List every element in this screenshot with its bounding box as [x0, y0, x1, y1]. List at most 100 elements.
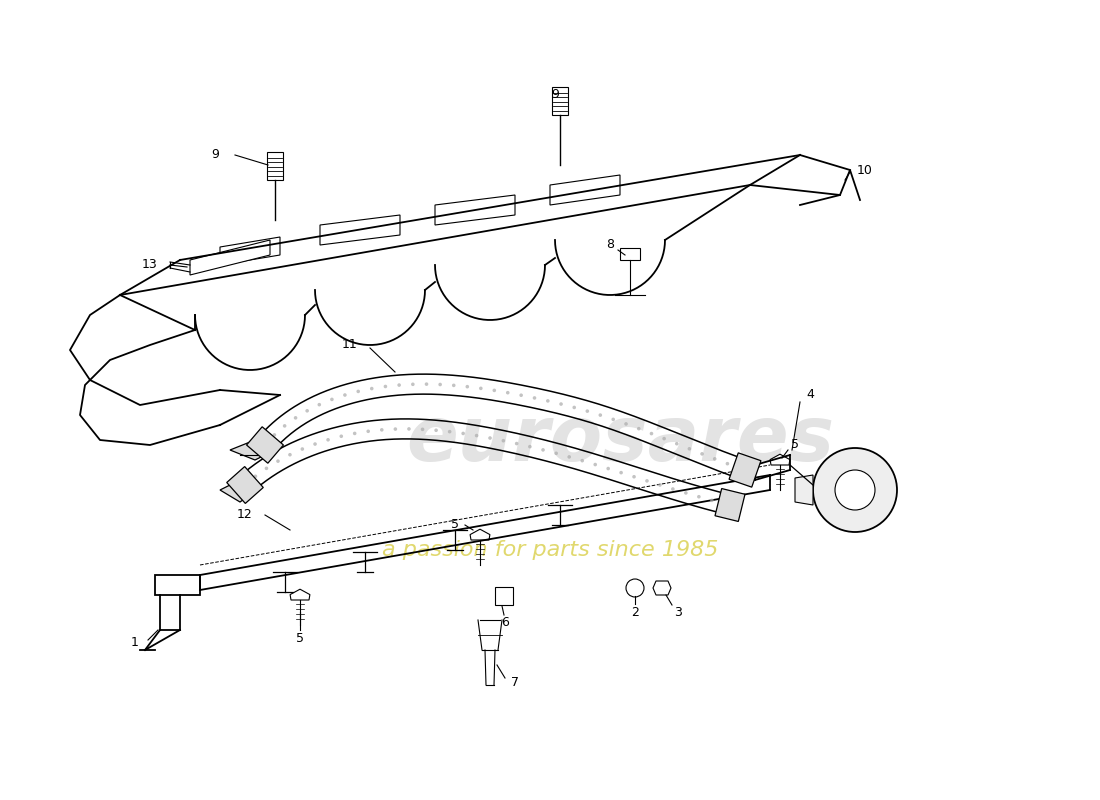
- Polygon shape: [190, 240, 270, 275]
- Text: 5: 5: [451, 518, 459, 531]
- Polygon shape: [227, 466, 263, 503]
- Text: 11: 11: [342, 338, 358, 351]
- Circle shape: [434, 429, 438, 432]
- Circle shape: [438, 382, 442, 386]
- Circle shape: [813, 448, 896, 532]
- Circle shape: [300, 447, 304, 451]
- Polygon shape: [220, 480, 250, 502]
- Circle shape: [559, 402, 563, 406]
- Text: 9: 9: [551, 89, 559, 102]
- Circle shape: [343, 394, 346, 397]
- Circle shape: [835, 470, 874, 510]
- Circle shape: [425, 382, 428, 386]
- Circle shape: [379, 428, 384, 432]
- Text: 7: 7: [512, 675, 519, 689]
- Circle shape: [448, 430, 451, 434]
- Circle shape: [276, 459, 279, 463]
- Circle shape: [461, 432, 465, 435]
- Text: 1: 1: [131, 635, 139, 649]
- Circle shape: [294, 416, 297, 420]
- Circle shape: [612, 418, 615, 421]
- Text: 12: 12: [238, 509, 253, 522]
- Circle shape: [726, 462, 729, 466]
- Circle shape: [384, 385, 387, 388]
- Circle shape: [532, 396, 537, 400]
- Circle shape: [493, 389, 496, 392]
- Text: 10: 10: [857, 163, 873, 177]
- Text: 13: 13: [142, 258, 158, 271]
- Polygon shape: [795, 475, 813, 505]
- Text: 2: 2: [631, 606, 639, 618]
- Text: 8: 8: [606, 238, 614, 251]
- Circle shape: [626, 579, 644, 597]
- Circle shape: [554, 451, 558, 455]
- Text: 6: 6: [502, 615, 509, 629]
- Circle shape: [646, 479, 649, 482]
- Circle shape: [407, 427, 410, 430]
- Polygon shape: [729, 453, 761, 487]
- Bar: [620, 248, 640, 260]
- Circle shape: [619, 471, 623, 474]
- Circle shape: [265, 466, 268, 470]
- Circle shape: [713, 457, 716, 461]
- Polygon shape: [653, 581, 671, 595]
- Circle shape: [515, 442, 518, 446]
- Circle shape: [528, 445, 531, 449]
- Circle shape: [254, 474, 257, 478]
- Circle shape: [366, 430, 370, 433]
- Circle shape: [572, 406, 576, 410]
- Text: 9: 9: [211, 149, 219, 162]
- Circle shape: [394, 427, 397, 431]
- Circle shape: [606, 466, 610, 470]
- Circle shape: [546, 399, 550, 402]
- Text: 3: 3: [674, 606, 682, 618]
- Polygon shape: [267, 152, 283, 180]
- Circle shape: [420, 427, 425, 431]
- Circle shape: [662, 437, 665, 441]
- Circle shape: [711, 498, 714, 502]
- Circle shape: [340, 434, 343, 438]
- Circle shape: [327, 438, 330, 442]
- Circle shape: [658, 483, 662, 486]
- Circle shape: [519, 394, 522, 397]
- Circle shape: [671, 487, 674, 491]
- Circle shape: [593, 462, 597, 466]
- Circle shape: [370, 386, 374, 390]
- Circle shape: [397, 383, 400, 387]
- Circle shape: [624, 422, 628, 426]
- Text: 5: 5: [791, 438, 799, 451]
- Text: a passion for parts since 1985: a passion for parts since 1985: [382, 540, 718, 560]
- Circle shape: [688, 447, 691, 450]
- Circle shape: [475, 434, 478, 438]
- Circle shape: [637, 427, 640, 430]
- Circle shape: [356, 390, 360, 394]
- Circle shape: [650, 432, 653, 435]
- Circle shape: [506, 391, 509, 394]
- Circle shape: [243, 483, 246, 486]
- Circle shape: [411, 382, 415, 386]
- Circle shape: [585, 410, 590, 413]
- Circle shape: [684, 491, 688, 494]
- Text: eurosares: eurosares: [406, 403, 834, 477]
- Circle shape: [697, 495, 701, 498]
- Text: 5: 5: [296, 631, 304, 645]
- Bar: [495, 587, 513, 605]
- Circle shape: [330, 398, 333, 402]
- Circle shape: [632, 475, 636, 478]
- Circle shape: [314, 442, 317, 446]
- Bar: [155, 575, 200, 595]
- Circle shape: [465, 385, 469, 389]
- Circle shape: [452, 383, 455, 387]
- Polygon shape: [552, 87, 568, 115]
- Circle shape: [598, 414, 602, 417]
- Circle shape: [273, 433, 276, 437]
- Circle shape: [488, 436, 492, 440]
- Polygon shape: [290, 589, 310, 600]
- Circle shape: [478, 386, 483, 390]
- Polygon shape: [230, 440, 265, 460]
- Polygon shape: [770, 454, 790, 465]
- Polygon shape: [715, 489, 745, 522]
- Circle shape: [568, 455, 571, 458]
- Circle shape: [502, 439, 505, 442]
- Circle shape: [353, 432, 356, 435]
